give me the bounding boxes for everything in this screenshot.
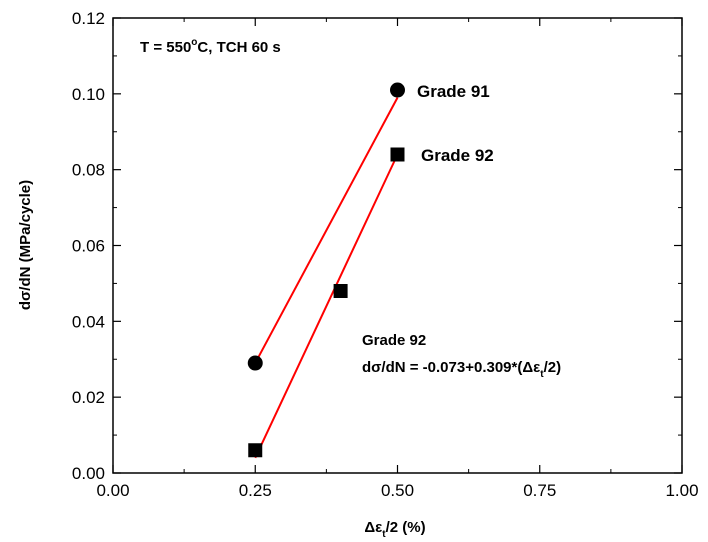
x-tick-label: 1.00 — [665, 481, 698, 500]
y-tick-label: 0.06 — [72, 237, 105, 256]
plot-area: 0.00 0.25 0.50 0.75 1.00 0.00 0.02 0.04 0.06 0.08… — [72, 9, 699, 500]
condition-annotation: T = 550oC, TCH 60 s — [140, 37, 281, 56]
y-axis-title: dσ/dN (MPa/cycle) — [17, 180, 34, 310]
x-tick-label: 0.50 — [381, 481, 414, 500]
series-label-grade-92: Grade 92 — [421, 146, 494, 165]
data-point-grade-91 — [390, 82, 405, 98]
x-tick-label: 0.25 — [239, 481, 272, 500]
equation-title: Grade 92 — [362, 332, 426, 349]
x-axis-title: Δεt/2 (%) — [364, 519, 425, 540]
y-tick-label: 0.00 — [72, 464, 105, 483]
data-point-grade-92 — [390, 147, 405, 162]
y-tick-label: 0.04 — [72, 312, 105, 331]
y-tick-label: 0.02 — [72, 388, 105, 407]
x-tick-label: 0.00 — [96, 481, 129, 500]
series-label-grade-91: Grade 91 — [417, 82, 490, 101]
data-point-grade-92 — [248, 443, 263, 458]
y-tick-label: 0.12 — [72, 9, 105, 28]
y-tick-label: 0.10 — [72, 85, 105, 104]
x-tick-label: 0.75 — [523, 481, 556, 500]
data-point-grade-92 — [333, 284, 348, 298]
marks-layer — [247, 82, 405, 459]
fit-line-grade-92 — [254, 154, 399, 459]
data-point-grade-91 — [247, 355, 263, 371]
fit-line-grade-91 — [254, 97, 399, 364]
y-tick-label: 0.08 — [72, 161, 105, 180]
equation-text: dσ/dN = -0.073+0.309*(Δεt/2) — [362, 359, 561, 380]
